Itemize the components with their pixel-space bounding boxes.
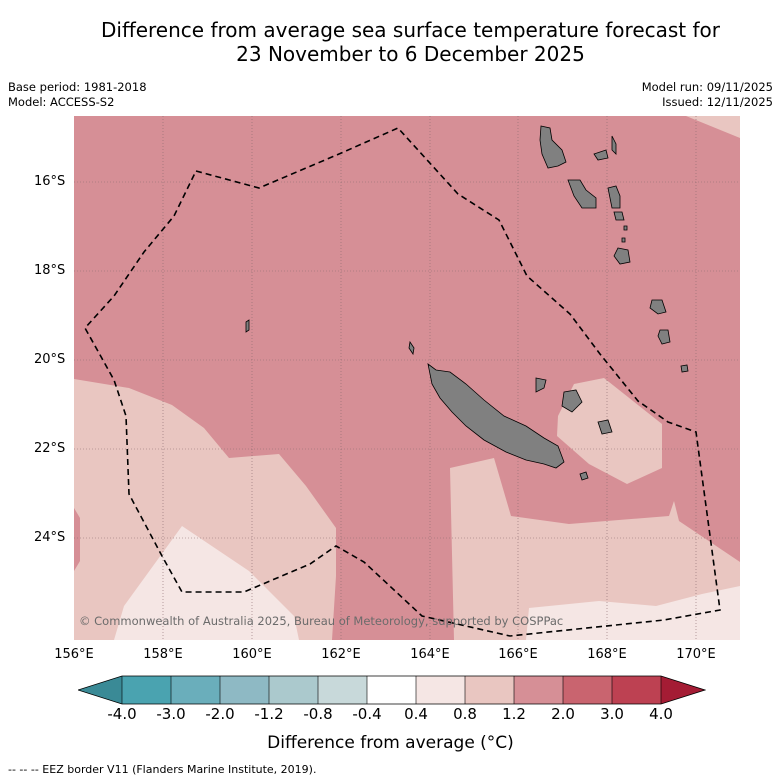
anomaly-region-ne xyxy=(686,116,740,138)
lat-label-16s: 16°S xyxy=(34,174,66,189)
land-masses xyxy=(245,125,689,481)
erromango xyxy=(649,299,667,315)
islet-1 xyxy=(623,225,628,231)
shepherd-islands xyxy=(613,211,625,221)
colorbar-segment xyxy=(465,676,514,704)
colorbar-tick: -0.8 xyxy=(303,705,333,723)
lat-label-20s: 20°S xyxy=(34,352,66,367)
island-small-north xyxy=(593,149,609,161)
espiritu-santo xyxy=(539,125,567,169)
colorbar-tick: 1.2 xyxy=(502,705,526,723)
eez-footnote: -- -- -- EEZ border V11 (Flanders Marine… xyxy=(8,763,317,776)
colorbar-segment xyxy=(220,676,269,704)
aneityum xyxy=(680,364,689,373)
title-line-2: 23 November to 6 December 2025 xyxy=(236,42,585,66)
anomaly-region-west-edge xyxy=(74,508,80,571)
loyalty-lifou xyxy=(561,389,583,413)
colorbar-tick: 0.8 xyxy=(453,705,477,723)
eez-border xyxy=(84,127,721,637)
anomaly-region-south xyxy=(450,458,740,640)
ambae xyxy=(607,185,621,209)
model-run: Model run: 09/11/2025 xyxy=(641,80,773,94)
colorbar-segment xyxy=(171,676,220,704)
efate xyxy=(613,247,631,265)
colorbar-tick: -0.4 xyxy=(352,705,382,723)
colorbar-extend-low xyxy=(78,676,122,704)
chesterfield-islet xyxy=(245,319,250,333)
colorbar-segment xyxy=(563,676,612,704)
chart-title: Difference from average sea surface temp… xyxy=(40,18,781,66)
title-line-1: Difference from average sea surface temp… xyxy=(100,18,720,42)
lon-label-170e: 170°E xyxy=(676,647,716,662)
colorbar-segment xyxy=(269,676,318,704)
lat-label-18s: 18°S xyxy=(34,263,66,278)
colorbar-segment xyxy=(612,676,661,704)
tanna xyxy=(657,329,671,345)
colorbar-segment xyxy=(514,676,563,704)
anomaly-region-south-pale xyxy=(526,586,740,640)
colorbar-tick: -3.0 xyxy=(156,705,186,723)
colorbar-tick: -1.2 xyxy=(254,705,284,723)
meta-left: Base period: 1981-2018 Model: ACCESS-S2 xyxy=(8,80,147,110)
graticule xyxy=(74,116,740,640)
belep-islands xyxy=(408,340,415,356)
new-caledonia xyxy=(427,363,565,469)
issued-date: Issued: 12/11/2025 xyxy=(662,95,773,109)
lon-label-156e: 156°E xyxy=(54,647,94,662)
pentecost xyxy=(611,135,617,155)
islet-2 xyxy=(621,237,626,243)
meta-right: Model run: 09/11/2025 Issued: 12/11/2025 xyxy=(642,80,773,110)
lon-label-160e: 160°E xyxy=(232,647,272,662)
colorbar-tick: 4.0 xyxy=(649,705,673,723)
anomaly-region-sw xyxy=(74,379,336,640)
colorbar-tick: -4.0 xyxy=(107,705,137,723)
colorbar-tick: 2.0 xyxy=(551,705,575,723)
lon-label-162e: 162°E xyxy=(321,647,361,662)
colorbar xyxy=(78,675,706,705)
anomaly-region-sw-pale xyxy=(114,526,299,640)
base-period: Base period: 1981-2018 xyxy=(8,80,147,94)
model-name: Model: ACCESS-S2 xyxy=(8,95,115,109)
colorbar-segment xyxy=(367,676,416,704)
loyalty-ouvea xyxy=(535,377,547,393)
colorbar-tick: -2.0 xyxy=(205,705,235,723)
colorbar-tick: 0.4 xyxy=(404,705,428,723)
colorbar-tick: 3.0 xyxy=(600,705,624,723)
lat-label-22s: 22°S xyxy=(34,441,66,456)
lon-label-158e: 158°E xyxy=(143,647,183,662)
lon-label-166e: 166°E xyxy=(498,647,538,662)
lon-label-164e: 164°E xyxy=(410,647,450,662)
colorbar-extend-high xyxy=(661,676,705,704)
colorbar-segment xyxy=(122,676,171,704)
colorbar-segment xyxy=(318,676,367,704)
loyalty-mare xyxy=(597,419,613,435)
lat-label-24s: 24°S xyxy=(34,530,66,545)
colorbar-label: Difference from average (°C) xyxy=(267,733,514,753)
copyright-note: © Commonwealth of Australia 2025, Bureau… xyxy=(79,614,564,628)
malakula xyxy=(567,179,597,209)
isle-of-pines xyxy=(579,471,589,481)
colorbar-segment xyxy=(416,676,465,704)
lon-label-168e: 168°E xyxy=(587,647,627,662)
sst-anomaly-map xyxy=(74,116,740,640)
